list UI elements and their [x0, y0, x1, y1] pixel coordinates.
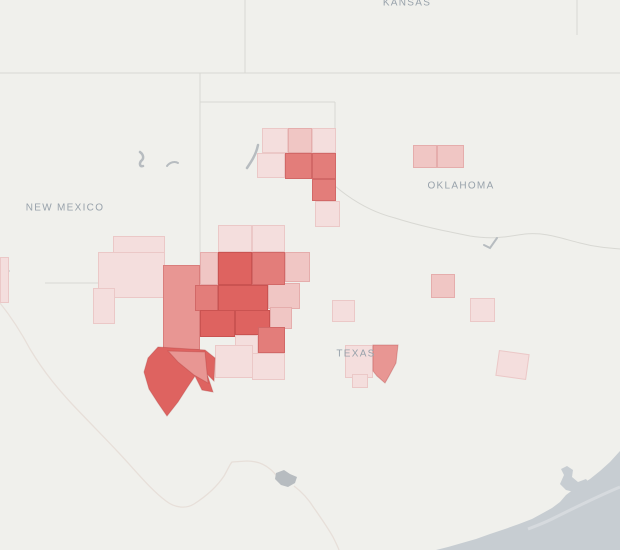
map-cell[interactable]: [218, 252, 252, 285]
state-label-oklahoma: OKLAHOMA: [427, 180, 495, 192]
map-cell[interactable]: [285, 153, 312, 179]
map-cell[interactable]: [270, 307, 292, 329]
map-cell[interactable]: [252, 252, 285, 285]
map-cell[interactable]: [257, 153, 285, 178]
state-label-texas: TEXAS: [336, 348, 376, 360]
map-cell[interactable]: [332, 300, 355, 322]
map-cell[interactable]: [288, 128, 312, 153]
map-cell[interactable]: [200, 310, 235, 337]
map-cell[interactable]: [495, 349, 530, 381]
map-cell[interactable]: [315, 201, 340, 227]
map-cell[interactable]: [215, 345, 253, 378]
map-cell[interactable]: [285, 252, 310, 282]
map-cell[interactable]: [437, 145, 464, 168]
map-cell[interactable]: [262, 128, 288, 153]
map-cell[interactable]: [195, 285, 218, 311]
map-cell[interactable]: [431, 274, 455, 298]
map-cell[interactable]: [252, 353, 285, 380]
map-cell[interactable]: [312, 153, 336, 179]
map-cell[interactable]: [200, 252, 218, 285]
map-cell[interactable]: [252, 225, 285, 252]
state-label-new-mexico: NEW MEXICO: [25, 202, 105, 214]
map-cell[interactable]: [470, 298, 495, 322]
map-cell[interactable]: [93, 288, 115, 324]
map-cell[interactable]: [413, 145, 437, 168]
map-cell[interactable]: [0, 257, 9, 303]
map-cell[interactable]: [312, 128, 336, 153]
map-cell[interactable]: [258, 327, 285, 353]
map-cell[interactable]: [218, 225, 252, 252]
state-label-kansas: KANSAS: [382, 0, 432, 9]
map-cell[interactable]: [345, 345, 373, 378]
map-cell[interactable]: [268, 283, 300, 309]
map-cell[interactable]: [312, 179, 336, 201]
map-cell[interactable]: [218, 285, 268, 312]
map-cell[interactable]: [352, 374, 368, 388]
